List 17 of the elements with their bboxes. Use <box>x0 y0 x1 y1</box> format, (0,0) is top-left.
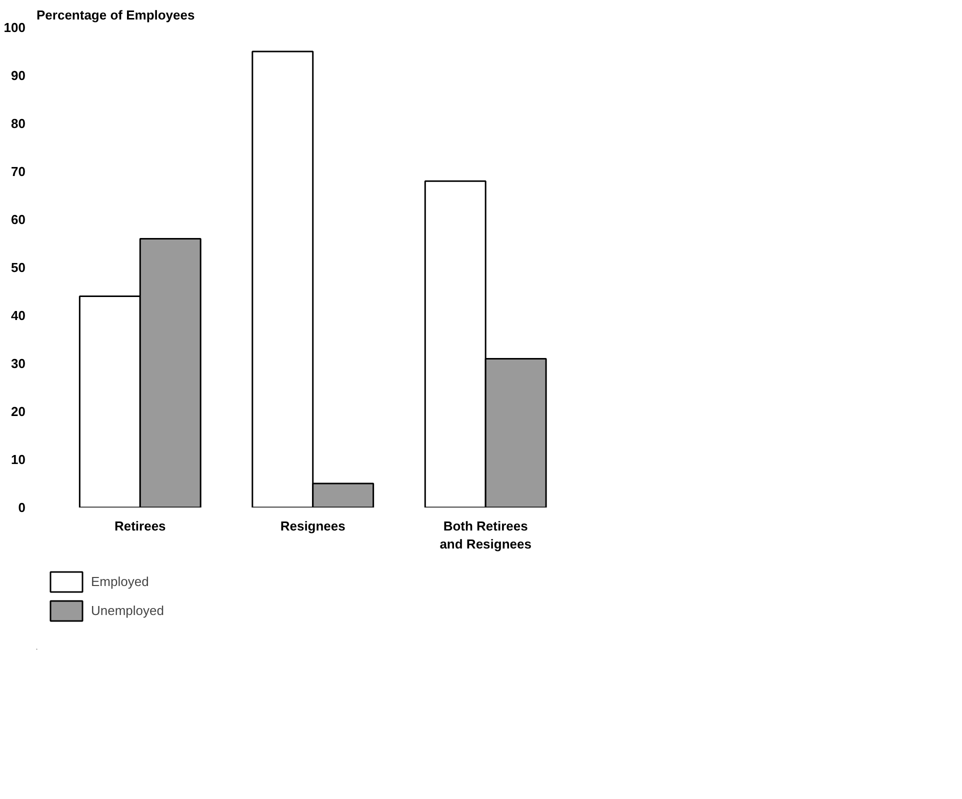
y-tick-label: 0 <box>18 500 26 515</box>
x-tick-label: Both Retirees and Resignees <box>440 518 532 552</box>
y-tick-label: 100 <box>4 20 26 35</box>
y-tick-label: 90 <box>11 68 26 83</box>
legend-label: Employed <box>91 574 149 589</box>
y-tick-label: 30 <box>11 356 26 371</box>
y-tick-label: 40 <box>11 308 26 323</box>
legend-label: Unemployed <box>91 603 164 618</box>
y-tick-label: 50 <box>11 260 26 275</box>
y-tick-label: 80 <box>11 116 26 131</box>
y-tick-label: 60 <box>11 212 26 227</box>
x-tick-label: Resignees <box>280 518 346 534</box>
y-axis-title: Percentage of Employees <box>36 8 195 22</box>
y-tick-label: 70 <box>11 164 26 179</box>
y-tick-label: 10 <box>11 452 26 467</box>
y-tick-label: 20 <box>11 404 26 419</box>
x-tick-label: Retirees <box>114 518 166 534</box>
